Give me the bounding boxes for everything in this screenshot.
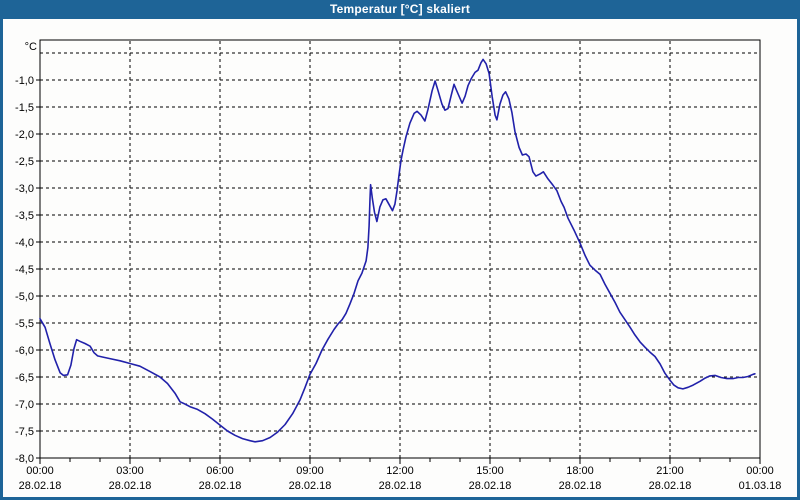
- y-axis-label: -4,0: [15, 237, 34, 249]
- x-axis-date-label: 28.02.18: [289, 480, 332, 492]
- y-axis-label: -1,0: [15, 75, 34, 87]
- y-axis-label: -3,5: [15, 210, 34, 222]
- y-axis-label: -5,0: [15, 291, 34, 303]
- y-axis-unit-label: °C: [25, 41, 37, 53]
- x-axis-time-label: 18:00: [566, 465, 594, 477]
- x-axis-time-label: 15:00: [476, 465, 504, 477]
- title-bar: Temperatur [°C] skaliert: [3, 0, 797, 19]
- y-axis-label: -4,5: [15, 264, 34, 276]
- temperature-line: [39, 58, 756, 443]
- y-axis-label: -8,0: [15, 453, 34, 465]
- x-axis-date-label: 28.02.18: [649, 480, 692, 492]
- y-axis-label: -6,5: [15, 372, 34, 384]
- x-axis-time-label: 03:00: [116, 465, 144, 477]
- x-axis-time-label: 09:00: [296, 465, 324, 477]
- y-axis-label: -5,5: [15, 318, 34, 330]
- x-axis-date-label: 28.02.18: [469, 480, 512, 492]
- y-axis-label: -7,0: [15, 399, 34, 411]
- x-axis-time-label: 06:00: [206, 465, 234, 477]
- x-axis-date-label: 01.03.18: [739, 480, 782, 492]
- plot-frame: [39, 39, 761, 459]
- temperature-chart: -1,0 -1,5 -2,0 -2,5 -3,0 -3,5 -4,0 -4,5 -5,0 -5,5…: [3, 19, 797, 497]
- y-axis-label: -3,0: [15, 183, 34, 195]
- x-axis-date-label: 28.02.18: [199, 480, 242, 492]
- y-axis-label: -6,0: [15, 345, 34, 357]
- y-axis-label: -7,5: [15, 426, 34, 438]
- y-axis-label: -1,5: [15, 102, 34, 114]
- x-axis-date-label: 28.02.18: [19, 480, 62, 492]
- x-axis-time-label: 00:00: [746, 465, 774, 477]
- y-axis-label: -2,5: [15, 156, 34, 168]
- chart-area: -1,0 -1,5 -2,0 -2,5 -3,0 -3,5 -4,0 -4,5 -5,0 -5,5…: [3, 19, 797, 497]
- x-axis-time-label: 00:00: [26, 465, 54, 477]
- y-axis-label: -2,0: [15, 129, 34, 141]
- x-axis-time-label: 12:00: [386, 465, 414, 477]
- window-title: Temperatur [°C] skaliert: [329, 2, 471, 16]
- x-axis-time-label: 21:00: [656, 465, 684, 477]
- x-axis-date-label: 28.02.18: [559, 480, 602, 492]
- x-axis-date-label: 28.02.18: [109, 480, 152, 492]
- x-axis-date-label: 28.02.18: [379, 480, 422, 492]
